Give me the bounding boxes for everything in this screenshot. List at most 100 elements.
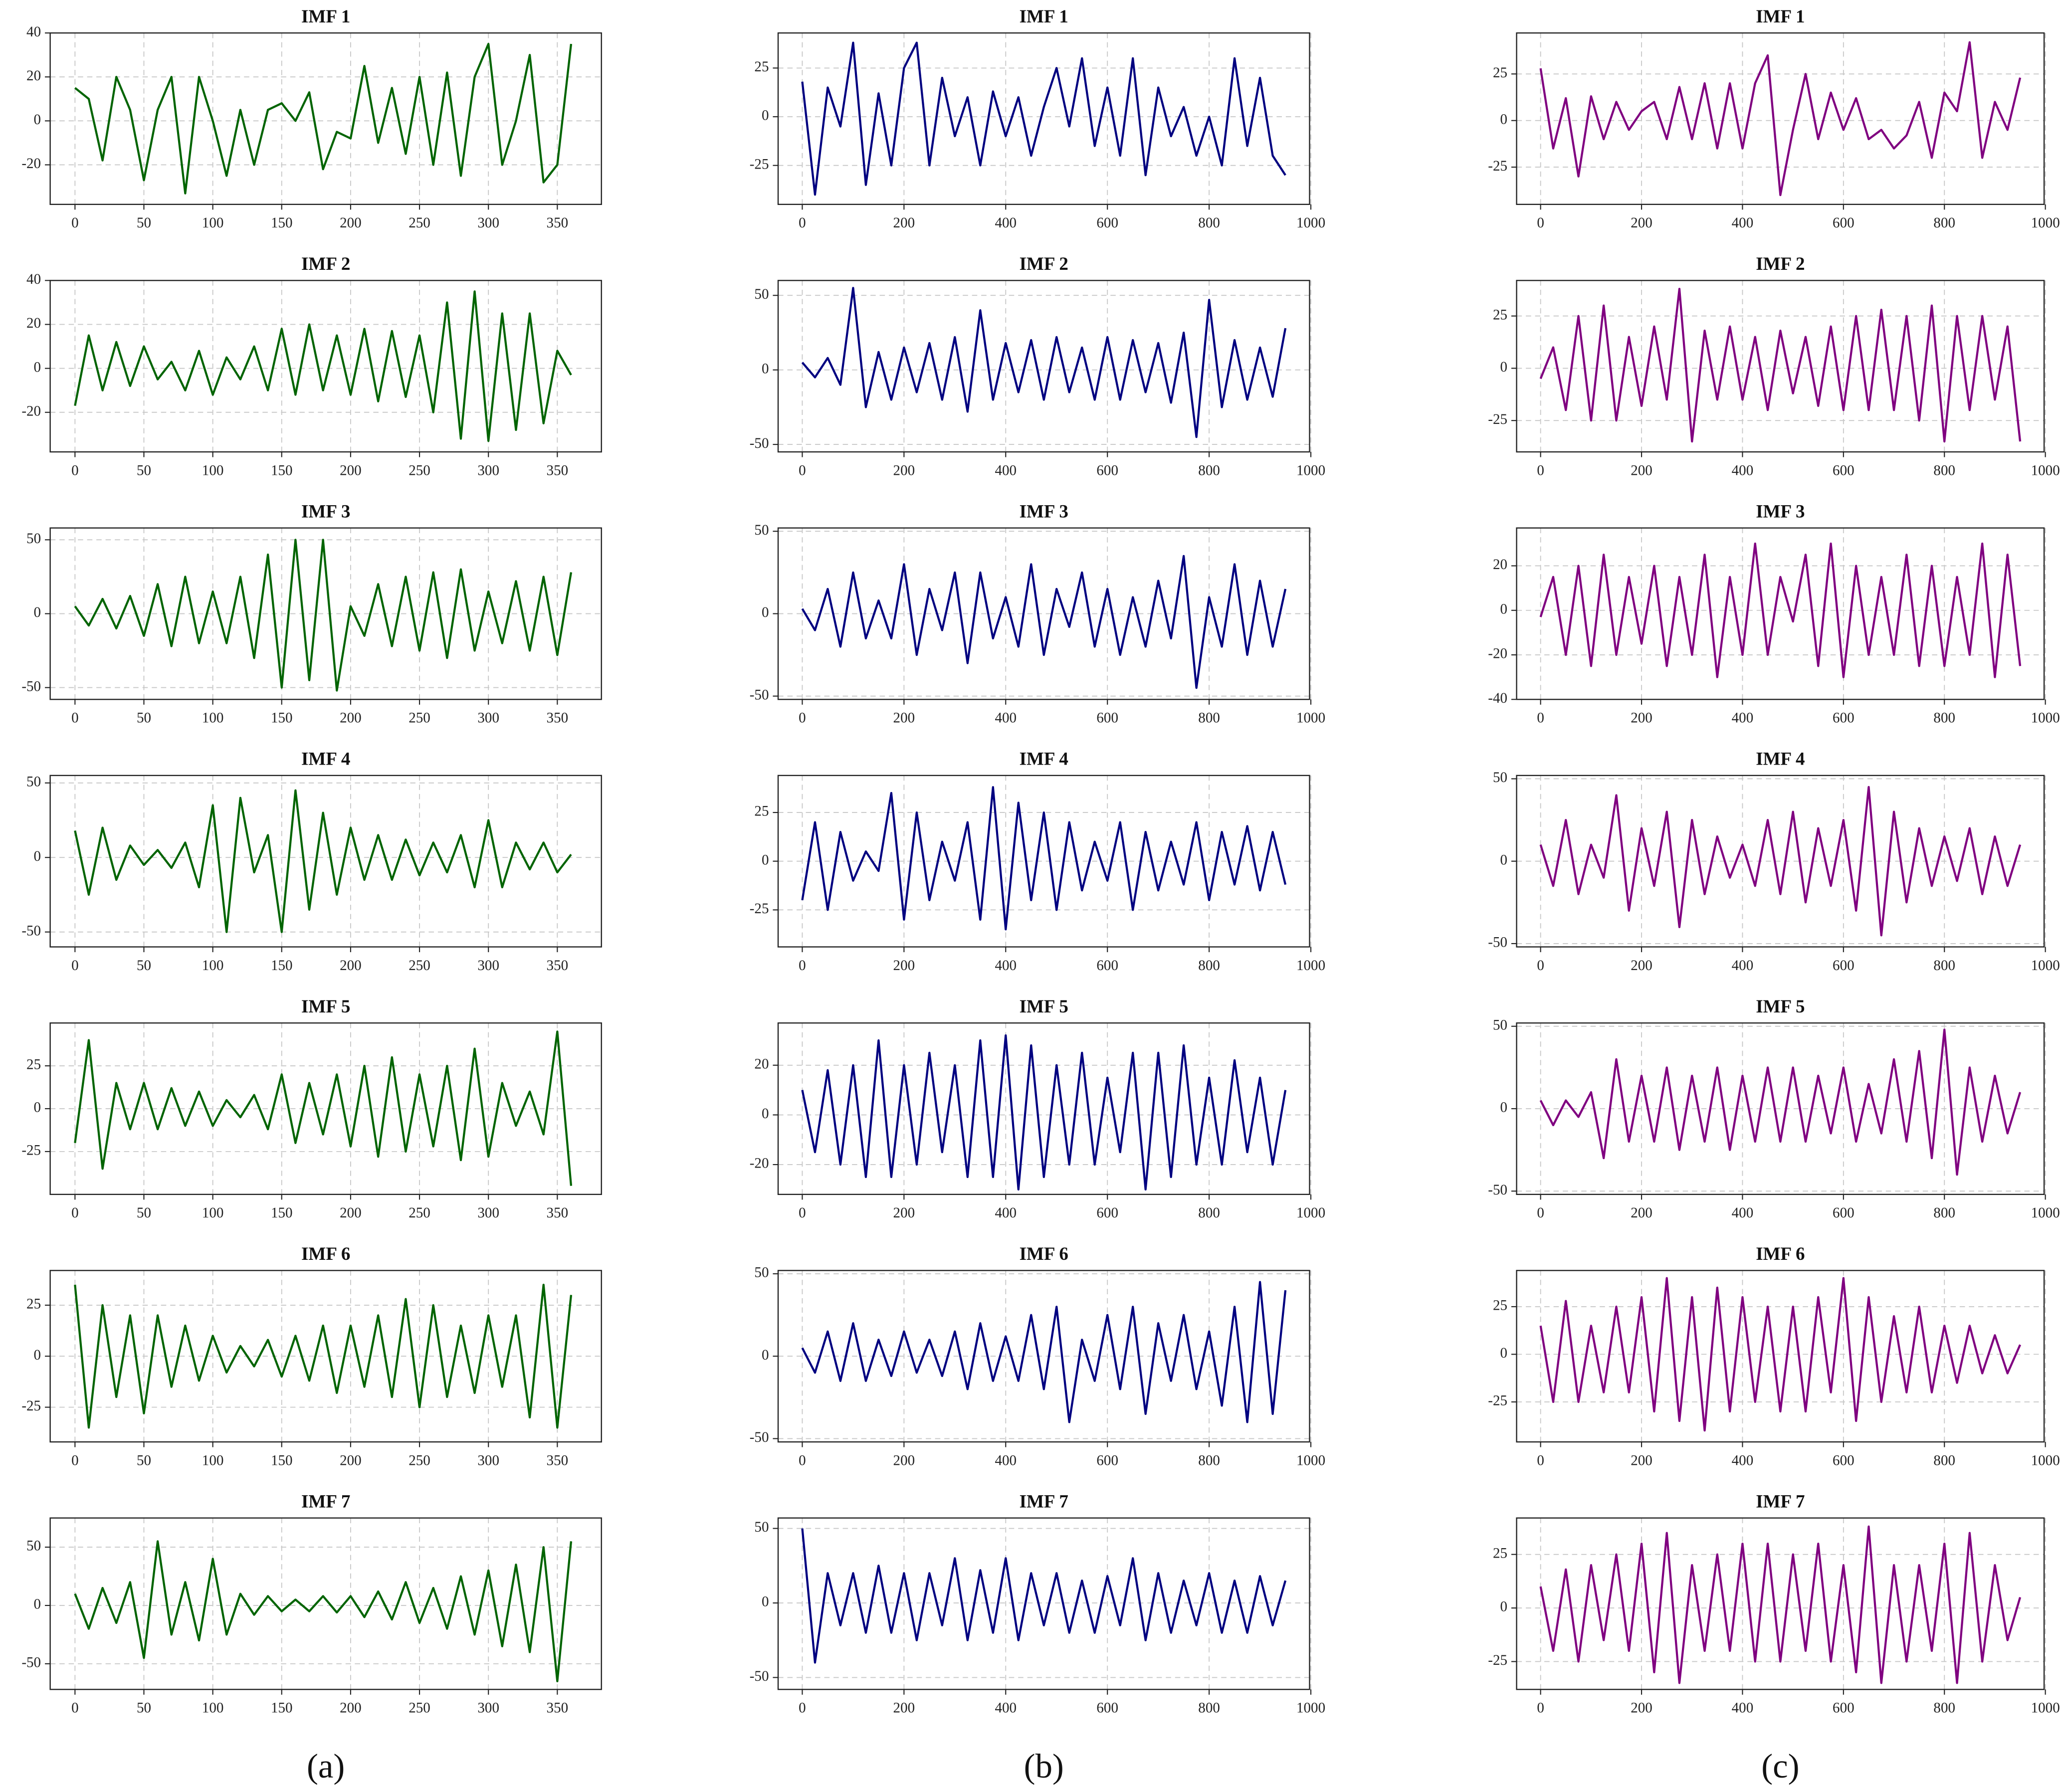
x-tick-label: 400 xyxy=(1732,462,1754,478)
x-tick-label: 200 xyxy=(893,1700,915,1716)
y-tick-label: -50 xyxy=(1488,935,1507,951)
x-tick-label: 600 xyxy=(1096,215,1118,231)
x-tick-label: 150 xyxy=(271,462,293,478)
subplot-title: IMF 5 xyxy=(301,996,350,1017)
x-tick-label: 200 xyxy=(340,710,362,726)
subplot-title: IMF 4 xyxy=(301,749,350,770)
x-tick-label: 50 xyxy=(137,462,151,478)
y-tick-label: 50 xyxy=(754,1265,769,1281)
subplot-title: IMF 7 xyxy=(301,1491,350,1512)
x-tick-label: 0 xyxy=(1537,1205,1544,1221)
x-tick-label: 300 xyxy=(477,1205,499,1221)
y-tick-label: 0 xyxy=(34,112,41,128)
plot-frame xyxy=(777,1270,1310,1443)
y-tick-label: 25 xyxy=(1493,1298,1507,1314)
y-tick-label: -50 xyxy=(21,678,41,694)
plot-frame xyxy=(1516,1517,2045,1690)
x-tick-label: 400 xyxy=(995,462,1017,478)
subplot-title: IMF 7 xyxy=(1020,1491,1068,1512)
signal-line xyxy=(1539,1525,2022,1684)
x-tick-label: 600 xyxy=(1096,462,1118,478)
panel-label: (b) xyxy=(1024,1747,1064,1785)
x-tick-label: 200 xyxy=(893,462,915,478)
x-tick-label: 350 xyxy=(547,1205,569,1221)
x-tick-label: 250 xyxy=(409,215,430,231)
x-tick-label: 350 xyxy=(547,462,569,478)
plot-frame xyxy=(49,32,602,205)
x-tick-label: 200 xyxy=(340,958,362,974)
x-tick-label: 1000 xyxy=(2031,215,2060,231)
signal-line xyxy=(1539,41,2022,197)
x-tick-label: 50 xyxy=(137,1700,151,1716)
y-tick-label: -50 xyxy=(21,1655,41,1671)
signal-line xyxy=(801,786,1287,931)
x-tick-label: 800 xyxy=(1933,215,1955,231)
x-tick-label: 800 xyxy=(1933,710,1955,726)
x-tick-label: 800 xyxy=(1933,1700,1955,1716)
x-tick-label: 200 xyxy=(340,215,362,231)
subplot-title: IMF 2 xyxy=(1756,254,1805,274)
subplot-title: IMF 3 xyxy=(1020,501,1068,522)
plot-frame xyxy=(1516,1022,2045,1195)
y-tick-label: -50 xyxy=(21,923,41,939)
y-tick-label: 50 xyxy=(754,522,769,538)
subplot-title: IMF 5 xyxy=(1756,996,1805,1017)
x-tick-label: 250 xyxy=(409,1700,430,1716)
x-tick-label: 200 xyxy=(1631,710,1652,726)
x-tick-label: 600 xyxy=(1096,958,1118,974)
x-tick-label: 0 xyxy=(1537,215,1544,231)
signal-line xyxy=(74,1540,573,1683)
plot-frame xyxy=(777,1022,1310,1195)
signal-line xyxy=(801,1034,1287,1191)
x-tick-label: 100 xyxy=(202,1700,224,1716)
y-tick-label: -40 xyxy=(1488,690,1507,706)
y-tick-label: 0 xyxy=(34,1100,41,1116)
x-tick-label: 400 xyxy=(995,958,1017,974)
x-tick-label: 800 xyxy=(1933,1452,1955,1468)
y-tick-label: 25 xyxy=(754,803,769,819)
x-tick-label: 200 xyxy=(893,1452,915,1468)
x-tick-label: 800 xyxy=(1198,958,1220,974)
y-tick-label: -20 xyxy=(1488,646,1507,662)
x-tick-label: 150 xyxy=(271,958,293,974)
x-tick-label: 800 xyxy=(1933,1205,1955,1221)
x-tick-label: 600 xyxy=(1096,710,1118,726)
y-tick-label: -25 xyxy=(1488,411,1507,427)
x-tick-label: 350 xyxy=(547,710,569,726)
x-tick-label: 1000 xyxy=(1296,1452,1325,1468)
x-tick-label: 250 xyxy=(409,462,430,478)
y-tick-label: 25 xyxy=(1493,307,1507,323)
x-tick-label: 600 xyxy=(1833,710,1854,726)
x-tick-label: 1000 xyxy=(1296,215,1325,231)
x-tick-label: 400 xyxy=(995,710,1017,726)
signal-line xyxy=(801,1281,1287,1423)
x-tick-label: 1000 xyxy=(2031,1452,2060,1468)
x-tick-label: 600 xyxy=(1833,215,1854,231)
y-tick-label: 25 xyxy=(1493,1545,1507,1561)
x-tick-label: 150 xyxy=(271,1205,293,1221)
x-tick-label: 1000 xyxy=(2031,1700,2060,1716)
plot-frame xyxy=(1516,32,2045,205)
x-tick-label: 0 xyxy=(71,1700,79,1716)
y-tick-label: -50 xyxy=(750,687,769,703)
x-tick-label: 400 xyxy=(1732,1205,1754,1221)
x-tick-label: 600 xyxy=(1096,1700,1118,1716)
y-tick-label: -25 xyxy=(21,1143,41,1159)
x-tick-label: 100 xyxy=(202,710,224,726)
y-tick-label: 0 xyxy=(1500,1599,1508,1615)
x-tick-label: 200 xyxy=(1631,1452,1652,1468)
x-tick-label: 200 xyxy=(340,1700,362,1716)
x-tick-label: 300 xyxy=(477,462,499,478)
y-tick-label: 25 xyxy=(754,59,769,75)
y-tick-label: 50 xyxy=(26,531,41,547)
x-tick-label: 0 xyxy=(71,1452,79,1468)
subplot-title: IMF 2 xyxy=(301,254,350,274)
y-tick-label: 0 xyxy=(762,852,769,868)
x-tick-label: 250 xyxy=(409,1452,430,1468)
x-tick-label: 1000 xyxy=(2031,1205,2060,1221)
x-tick-label: 600 xyxy=(1833,1205,1854,1221)
y-tick-label: 0 xyxy=(1500,601,1508,617)
plot-frame xyxy=(49,1517,602,1690)
y-tick-label: -25 xyxy=(1488,1393,1507,1409)
x-tick-label: 100 xyxy=(202,1205,224,1221)
